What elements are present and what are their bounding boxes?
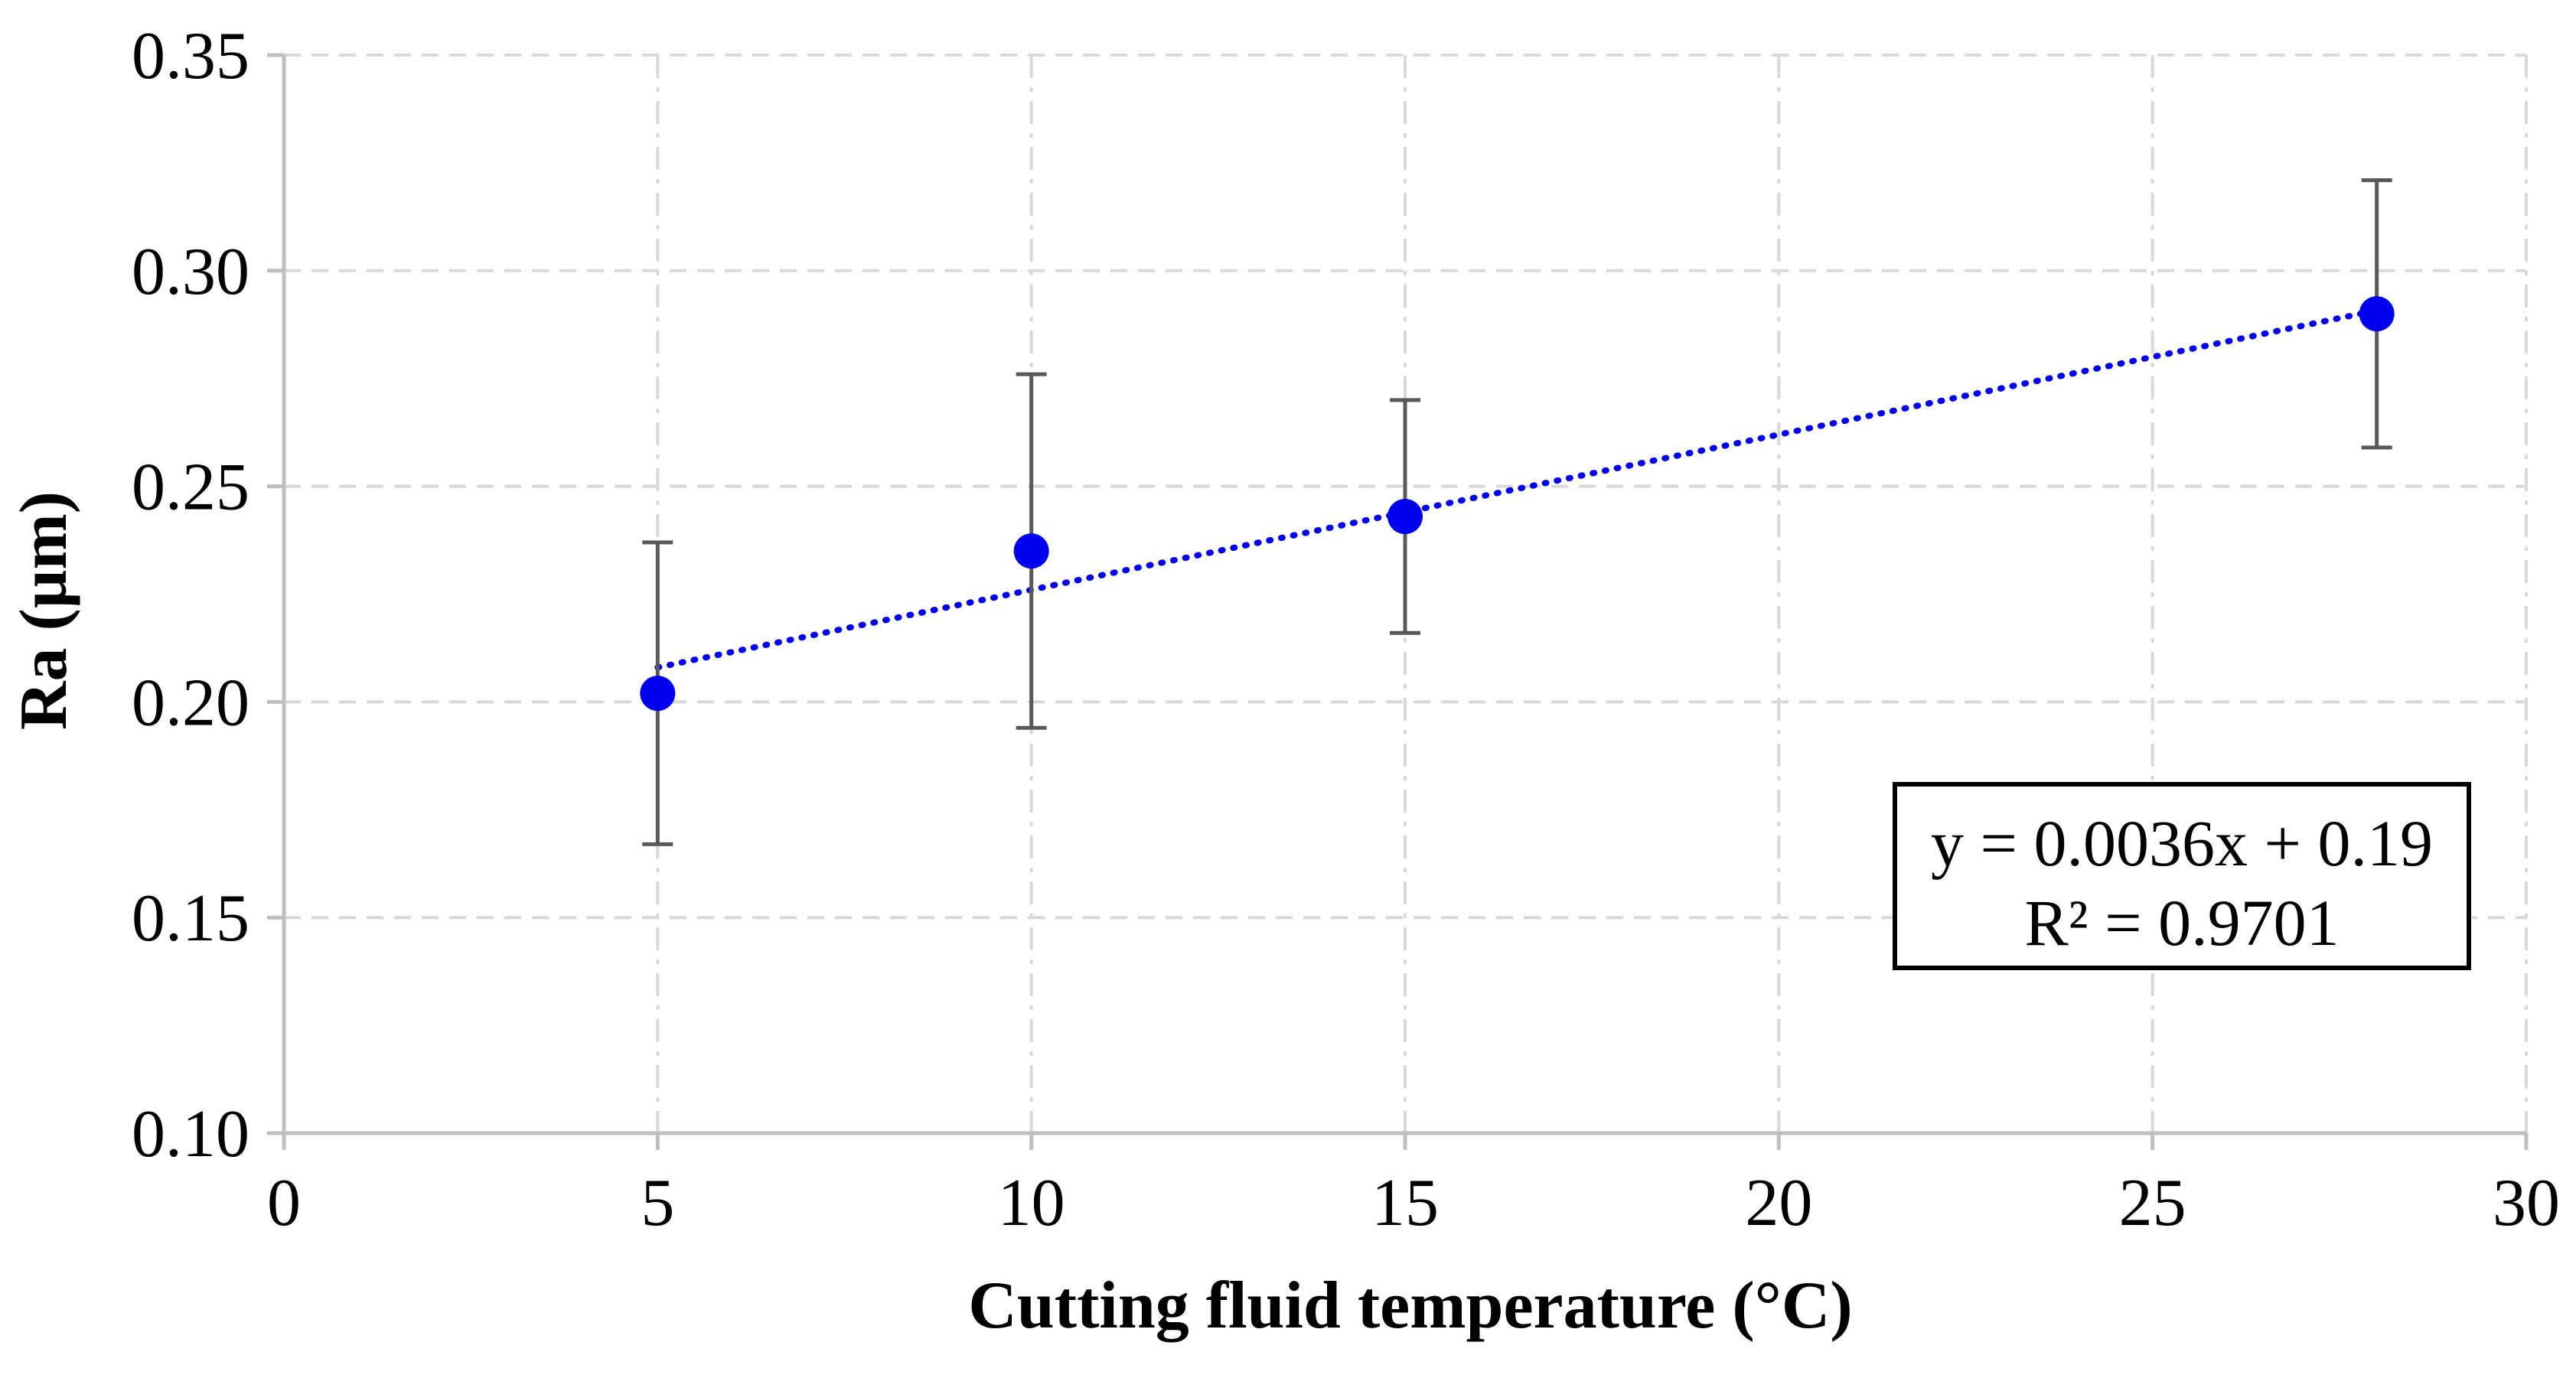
axes — [267, 53, 2529, 1150]
data-point — [640, 676, 676, 712]
x-axis-title: Cutting fluid temperature (°C) — [968, 1269, 1852, 1343]
equation-box-border — [1893, 782, 2471, 970]
y-tick-label: 0.20 — [132, 666, 249, 740]
x-tick-label: 30 — [2493, 1166, 2560, 1240]
x-tick-label: 0 — [267, 1166, 301, 1240]
y-tick-label: 0.10 — [132, 1097, 249, 1171]
x-tick-label: 20 — [1745, 1166, 1812, 1240]
data-point — [2359, 296, 2395, 332]
error-bars — [642, 178, 2392, 846]
tick-labels: 0.10 0.15 0.20 0.25 0.30 0.35 0 5 10 15 20 25 30 — [132, 19, 2560, 1240]
trendline-equation: y = 0.0036x + 0.19 — [1931, 806, 2433, 880]
trendline — [654, 307, 2380, 671]
data-point — [1013, 533, 1049, 569]
y-tick-label: 0.15 — [132, 881, 249, 956]
x-tick-label: 5 — [641, 1166, 674, 1240]
trendline-r-squared: R² = 0.9701 — [2024, 886, 2339, 959]
data-points — [640, 296, 2395, 712]
x-tick-label: 25 — [2119, 1166, 2186, 1240]
data-point — [1387, 499, 1423, 535]
trendline-equation-box: y = 0.0036x + 0.19 R² = 0.9701 — [1893, 782, 2471, 970]
y-tick-label: 0.35 — [132, 19, 249, 93]
y-tick-label: 0.30 — [132, 235, 249, 309]
y-axis-title: Ra (µm) — [7, 491, 81, 730]
y-tick-label: 0.25 — [132, 451, 249, 525]
trendline-layer — [654, 307, 2380, 671]
x-tick-label: 10 — [998, 1166, 1065, 1240]
x-tick-label: 15 — [1371, 1166, 1439, 1240]
